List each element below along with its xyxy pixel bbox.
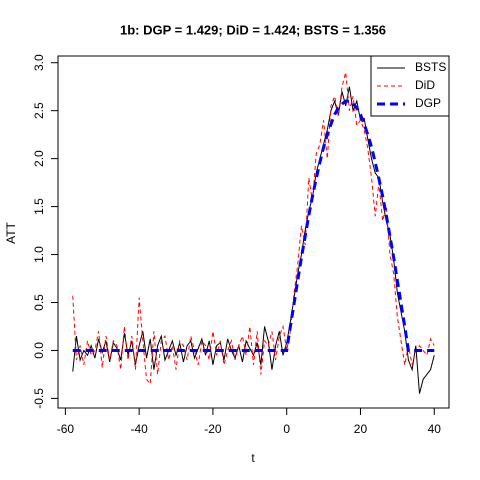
y-tick-label: 1.5 [32, 198, 46, 215]
x-tick-label: 40 [428, 422, 442, 436]
y-axis-label: ATT [4, 221, 18, 243]
line-series [72, 99, 435, 352]
legend-label: DiD [415, 78, 435, 92]
y-tick-label: 3.0 [32, 54, 46, 71]
line-series [72, 72, 435, 386]
x-tick-label: 20 [354, 422, 368, 436]
x-axis-label: t [251, 451, 255, 465]
legend-label: BSTS [415, 60, 446, 74]
x-tick-label: -40 [130, 422, 148, 436]
line-series [72, 86, 435, 394]
chart-title: 1b: DGP = 1.429; DiD = 1.424; BSTS = 1.3… [120, 22, 386, 37]
x-tick-label: 0 [283, 422, 290, 436]
y-tick-label: 0.0 [32, 342, 46, 359]
y-tick-label: 2.5 [32, 102, 46, 119]
plot-frame [57, 55, 450, 409]
y-tick-label: 1.0 [32, 246, 46, 263]
x-tick-label: -20 [204, 422, 222, 436]
y-tick-label: 2.0 [32, 150, 46, 167]
y-tick-label: 0.5 [32, 294, 46, 311]
x-tick-label: -60 [57, 422, 75, 436]
legend-label: DGP [415, 96, 441, 110]
y-tick-label: -0.5 [32, 388, 46, 409]
